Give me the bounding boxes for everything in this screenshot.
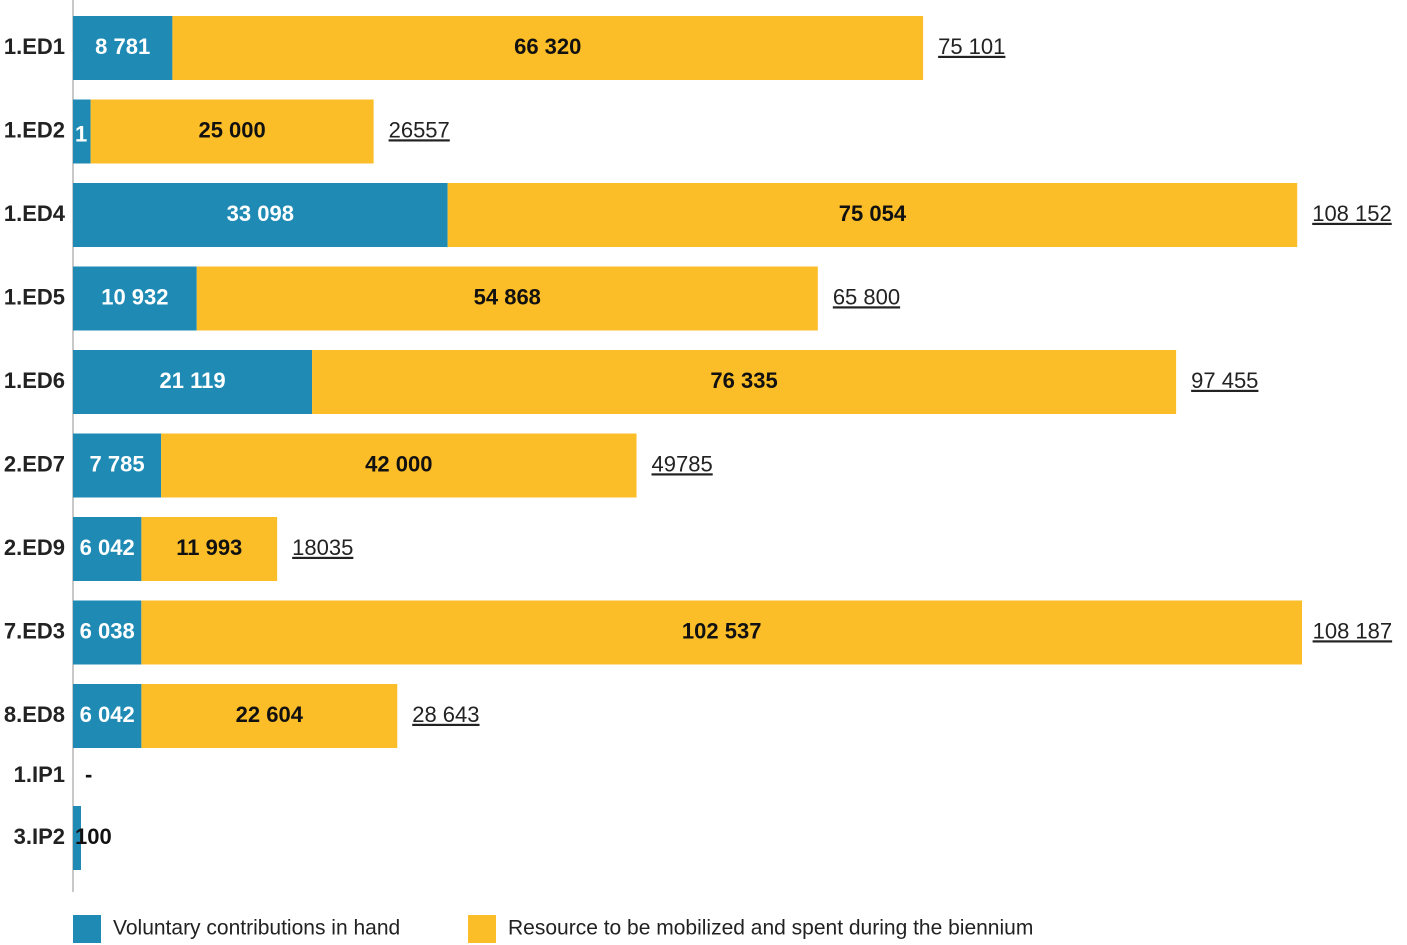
bar-segment (73, 350, 313, 414)
bar-segment (161, 433, 637, 498)
legend-label: Resource to be mobilized and spent durin… (508, 917, 1033, 940)
value-label: 6 042 (80, 535, 135, 560)
total-label: 26557 (389, 117, 450, 142)
value-label: 54 868 (474, 284, 541, 309)
bar-segment (141, 600, 1303, 665)
bar-segment (73, 600, 142, 665)
value-label: 33 098 (227, 201, 294, 226)
category-label: 3.IP2 (14, 824, 65, 849)
bar-segment (90, 99, 374, 164)
bar-segment (196, 266, 818, 331)
value-label: 21 119 (159, 368, 225, 393)
bar-segment (447, 183, 1298, 247)
total-label: 75 101 (938, 34, 1005, 59)
category-label: 1.ED6 (4, 368, 65, 393)
total-label: 97 455 (1191, 368, 1258, 393)
value-label: 25 000 (198, 117, 265, 142)
category-label: 1.ED1 (4, 34, 65, 59)
bar-segment (73, 183, 448, 247)
value-label: 6 038 (80, 618, 135, 643)
bar-segment (141, 684, 398, 748)
legend-label: Voluntary contributions in hand (113, 917, 400, 940)
category-label: 8.ED8 (4, 702, 65, 727)
total-label: 28 643 (412, 702, 479, 727)
total-label: 108 152 (1312, 201, 1392, 226)
value-label: 66 320 (514, 34, 581, 59)
value-label: 22 604 (236, 702, 304, 727)
bar-segment (73, 433, 162, 498)
legend-swatch (468, 915, 496, 943)
category-label: 2.ED9 (4, 535, 65, 560)
bar-segment (73, 266, 197, 331)
category-label: 7.ED3 (4, 618, 65, 643)
value-label: 7 785 (90, 451, 145, 476)
category-label: 2.ED7 (4, 451, 65, 476)
value-label: 11 993 (176, 535, 242, 560)
value-label: 6 042 (80, 702, 135, 727)
category-label: 1.ED2 (4, 117, 65, 142)
bar-segment (141, 517, 278, 581)
value-label: 8 781 (95, 34, 150, 59)
category-label: 1.ED4 (4, 201, 66, 226)
total-label: 65 800 (833, 284, 900, 309)
bar-segment (73, 16, 173, 80)
category-label: 1.ED5 (4, 284, 65, 309)
value-label: 102 537 (682, 618, 762, 643)
category-label: 1.IP1 (14, 762, 65, 787)
bar-segment (73, 517, 142, 581)
bar-segment (73, 99, 91, 164)
value-label: 42 000 (365, 451, 432, 476)
value-label: 10 932 (101, 284, 168, 309)
bar-segment (73, 806, 81, 870)
value-label: 100 (75, 824, 112, 849)
total-label: 108 187 (1313, 618, 1393, 643)
legend-swatch (73, 915, 101, 943)
bar-segment (73, 684, 142, 748)
total-label: 49785 (652, 451, 713, 476)
bar-segment (172, 16, 924, 80)
value-label: - (85, 762, 92, 787)
total-label: 18035 (292, 535, 353, 560)
bar-segment (312, 350, 1177, 414)
value-label: 75 054 (839, 201, 907, 226)
value-label: 76 335 (710, 368, 777, 393)
